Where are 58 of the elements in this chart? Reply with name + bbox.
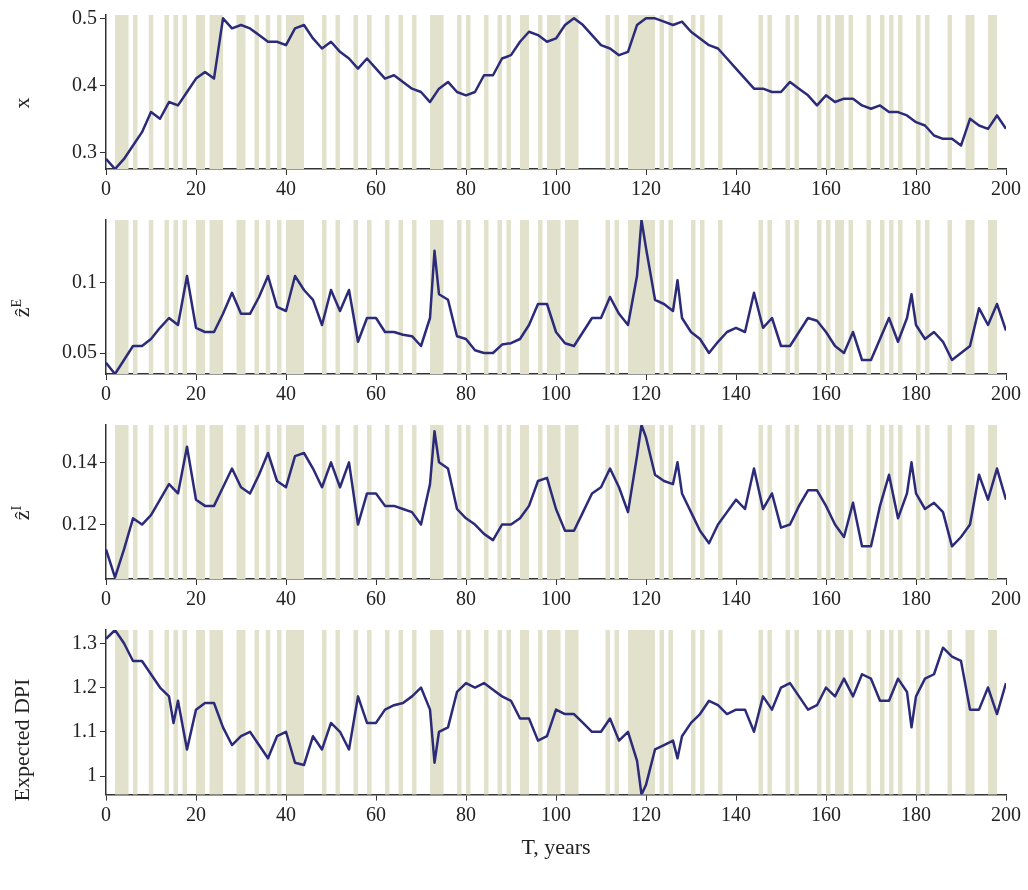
x-tick-label: 40 bbox=[276, 802, 296, 825]
y-axis-title: Expected DPI bbox=[9, 678, 35, 802]
x-tick-label: 140 bbox=[721, 587, 751, 610]
y-tick-label: 0.4 bbox=[72, 72, 97, 95]
x-tick-label: 180 bbox=[901, 177, 931, 200]
x-tick-label: 40 bbox=[276, 177, 296, 200]
x-tick-label: 120 bbox=[631, 802, 661, 825]
y-tick-label: 0.1 bbox=[72, 270, 97, 293]
x-tick-label: 80 bbox=[456, 382, 476, 405]
x-tick-label: 0 bbox=[101, 587, 111, 610]
x-tick-label: 20 bbox=[186, 587, 206, 610]
y-tick-label: 0.14 bbox=[62, 449, 97, 472]
x-tick-label: 80 bbox=[456, 587, 476, 610]
x-tick-label: 200 bbox=[991, 382, 1021, 405]
y-axis-title: x bbox=[9, 97, 35, 108]
x-tick-label: 0 bbox=[101, 177, 111, 200]
x-tick-label: 20 bbox=[186, 802, 206, 825]
x-tick-label: 200 bbox=[991, 177, 1021, 200]
y-tick-label: 1.3 bbox=[72, 630, 97, 653]
x-tick-label: 140 bbox=[721, 802, 751, 825]
x-axis-title: T, years bbox=[521, 833, 591, 859]
x-tick-label: 60 bbox=[366, 177, 386, 200]
y-tick-label: 1 bbox=[87, 763, 97, 786]
y-tick-label: 1.1 bbox=[72, 719, 97, 742]
y-tick-label: 0.12 bbox=[62, 511, 97, 534]
x-tick-label: 0 bbox=[101, 382, 111, 405]
x-tick-label: 180 bbox=[901, 382, 931, 405]
x-tick-label: 180 bbox=[901, 802, 931, 825]
x-tick-label: 120 bbox=[631, 587, 661, 610]
x-tick-label: 60 bbox=[366, 382, 386, 405]
x-tick-label: 120 bbox=[631, 382, 661, 405]
x-tick-label: 200 bbox=[991, 587, 1021, 610]
x-tick-label: 100 bbox=[541, 382, 571, 405]
x-tick-label: 40 bbox=[276, 587, 296, 610]
y-tick-label: 0.3 bbox=[72, 139, 97, 162]
x-tick-label: 160 bbox=[811, 802, 841, 825]
x-tick-label: 60 bbox=[366, 802, 386, 825]
x-tick-label: 200 bbox=[991, 802, 1021, 825]
x-tick-label: 140 bbox=[721, 177, 751, 200]
x-tick-label: 80 bbox=[456, 177, 476, 200]
y-tick-label: 1.2 bbox=[72, 674, 97, 697]
x-tick-label: 100 bbox=[541, 177, 571, 200]
x-tick-label: 100 bbox=[541, 587, 571, 610]
x-tick-label: 20 bbox=[186, 382, 206, 405]
x-tick-label: 160 bbox=[811, 177, 841, 200]
x-tick-label: 180 bbox=[901, 587, 931, 610]
x-tick-label: 0 bbox=[101, 802, 111, 825]
x-tick-label: 60 bbox=[366, 587, 386, 610]
x-tick-label: 160 bbox=[811, 382, 841, 405]
x-tick-label: 120 bbox=[631, 177, 661, 200]
y-tick-label: 0.05 bbox=[62, 340, 97, 363]
x-tick-label: 20 bbox=[186, 177, 206, 200]
y-tick-label: 0.5 bbox=[72, 5, 97, 28]
x-tick-label: 160 bbox=[811, 587, 841, 610]
x-tick-label: 100 bbox=[541, 802, 571, 825]
x-tick-label: 40 bbox=[276, 382, 296, 405]
x-tick-label: 140 bbox=[721, 382, 751, 405]
x-tick-label: 80 bbox=[456, 802, 476, 825]
